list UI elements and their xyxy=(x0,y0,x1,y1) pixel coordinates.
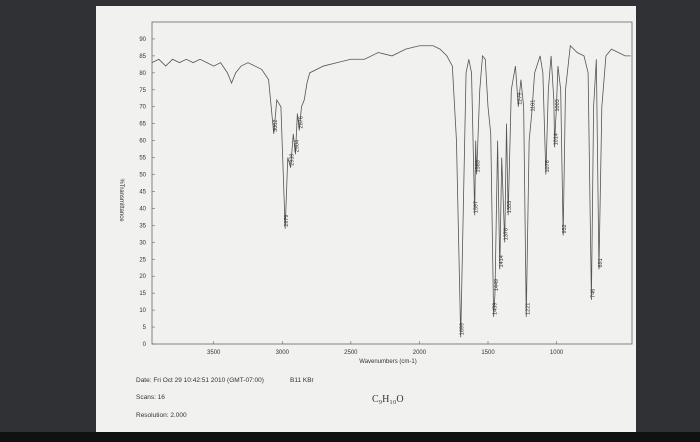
peak-label: 2904 xyxy=(294,140,300,152)
y-tick-label: 85 xyxy=(139,54,146,60)
date: Date: Fri Oct 29 10:42:51 2010 (GMT-07:0… xyxy=(136,377,264,384)
x-tick-label: 2000 xyxy=(413,350,427,356)
y-tick-label: 15 xyxy=(139,291,146,297)
peak-label: 952 xyxy=(562,224,568,233)
x-tick-label: 3500 xyxy=(207,350,221,356)
y-tick-label: 60 xyxy=(139,139,146,145)
y-tick-label: 65 xyxy=(139,122,146,128)
peak-label: 1003 xyxy=(555,99,561,111)
peak-label: 1597 xyxy=(474,201,480,213)
y-tick-label: 55 xyxy=(139,156,146,162)
peak-label: 1014 xyxy=(554,133,560,145)
y-tick-label: 5 xyxy=(143,325,147,331)
peak-label: 1181 xyxy=(531,100,537,112)
y-tick-label: 40 xyxy=(139,206,146,212)
peak-label: 2979 xyxy=(284,215,290,227)
sample: B11 KBr xyxy=(290,377,315,384)
y-tick-label: 90 xyxy=(139,37,146,43)
peak-label: 746 xyxy=(590,289,596,298)
peak-label: 1221 xyxy=(525,303,531,315)
y-tick-label: 50 xyxy=(139,173,146,179)
spectrum-line xyxy=(151,44,631,338)
y-tick-label: 80 xyxy=(139,71,146,77)
peak-label: 1459 xyxy=(493,303,499,315)
x-tick-label: 2500 xyxy=(344,350,358,356)
peak-label: 1583 xyxy=(476,160,482,172)
x-axis-label: Wavenumbers (cm-1) xyxy=(359,359,416,365)
resolution: Resolution: 2.000 xyxy=(136,412,187,419)
peak-label: 1378 xyxy=(504,228,510,240)
peak-label: 691 xyxy=(598,258,604,267)
y-tick-label: 10 xyxy=(139,308,146,314)
y-tick-label: 35 xyxy=(139,223,146,229)
x-tick-label: 3000 xyxy=(276,350,290,356)
peak-label: 1699 xyxy=(460,323,466,335)
x-tick-label: 1000 xyxy=(550,350,564,356)
plot-frame xyxy=(151,21,633,345)
y-tick-label: 30 xyxy=(139,240,146,246)
y-tick-label: 75 xyxy=(139,88,146,94)
bottom-edge xyxy=(0,432,700,442)
peak-label: 1449 xyxy=(494,279,500,291)
peak-label: 2876 xyxy=(298,116,304,128)
y-tick-label: 70 xyxy=(139,105,146,111)
y-tick-label: 25 xyxy=(139,257,146,263)
peak-label: 1078 xyxy=(545,160,551,172)
paper xyxy=(96,6,636,432)
formula: C₉H₁₀O xyxy=(372,394,404,405)
y-tick-label: 45 xyxy=(139,189,146,195)
y-axis-label: %Transmittance xyxy=(118,178,124,222)
peak-label: 1279 xyxy=(517,92,523,104)
peak-label: 3062 xyxy=(273,120,279,132)
y-tick-label: 20 xyxy=(139,274,146,280)
scans: Scans: 16 xyxy=(136,394,165,401)
peak-label: 2939 xyxy=(290,153,296,165)
peak-label: 1353 xyxy=(507,201,513,213)
x-tick-label: 1500 xyxy=(481,350,495,356)
peak-label: 1414 xyxy=(499,255,505,267)
y-tick-label: 0 xyxy=(143,342,147,348)
